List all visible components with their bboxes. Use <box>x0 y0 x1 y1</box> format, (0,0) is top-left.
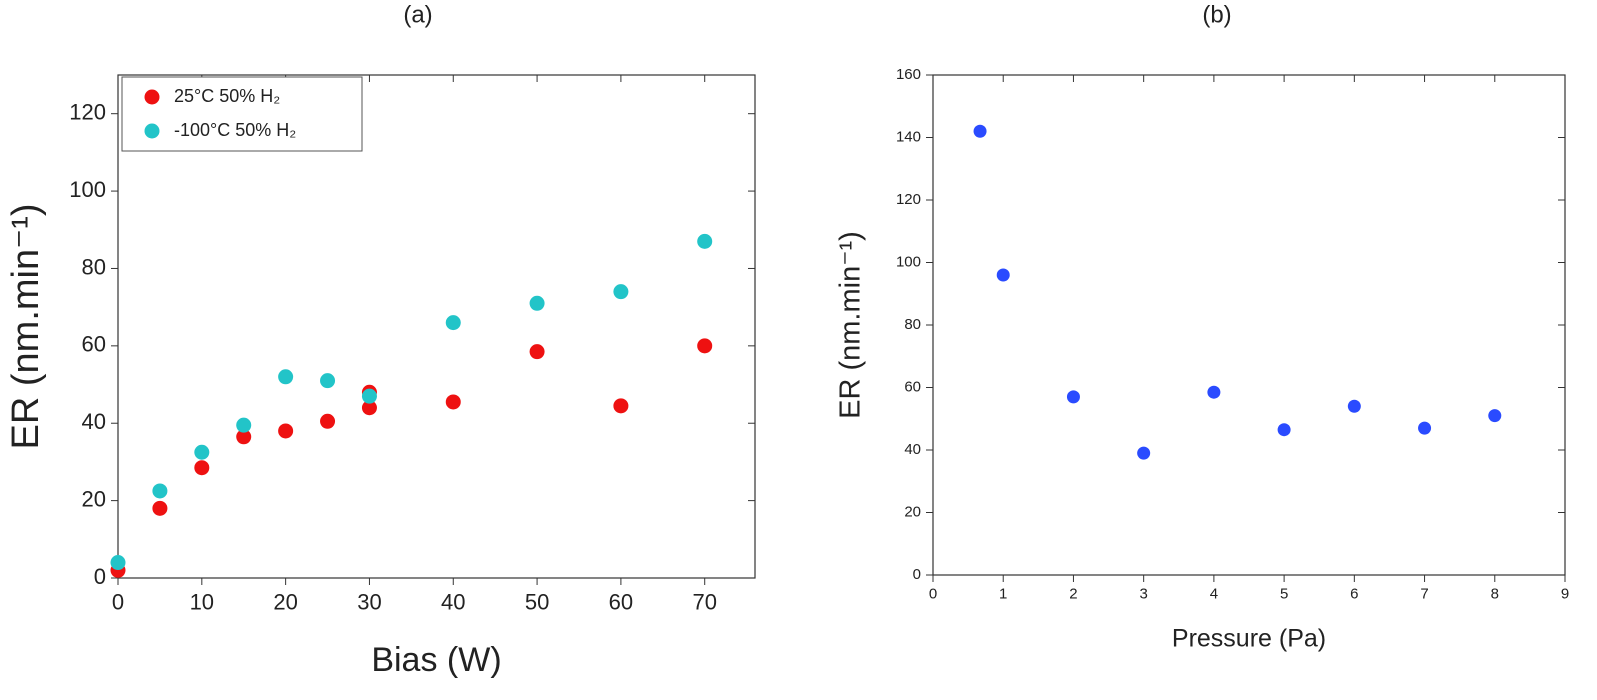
x-tick-label: 10 <box>190 590 214 615</box>
y-tick-label: 20 <box>82 486 106 511</box>
y-tick-label: 120 <box>896 191 921 208</box>
x-tick-label: 1 <box>999 585 1007 602</box>
data-point <box>529 295 545 311</box>
x-tick-label: 8 <box>1491 585 1499 602</box>
data-point <box>1137 446 1151 460</box>
data-point <box>320 413 336 429</box>
legend-box <box>121 76 363 152</box>
data-point <box>1207 385 1221 399</box>
x-tick-label: 50 <box>525 590 549 615</box>
x-tick-label: 2 <box>1069 585 1077 602</box>
x-tick-label: 20 <box>273 590 297 615</box>
y-tick-label: 40 <box>82 409 106 434</box>
y-tick-label: 40 <box>904 441 921 458</box>
y-tick-label: 20 <box>904 503 921 520</box>
x-tick-label: 0 <box>112 590 124 615</box>
data-point <box>1418 421 1432 435</box>
y-tick-label: 80 <box>82 254 106 279</box>
legend-marker <box>144 89 160 105</box>
x-tick-label: 5 <box>1280 585 1288 602</box>
data-point <box>613 284 629 300</box>
y-axis-label: ER (nm.min⁻¹) <box>5 204 47 450</box>
y-tick-label: 100 <box>69 177 106 202</box>
x-tick-label: 40 <box>441 590 465 615</box>
x-tick-label: 0 <box>929 585 937 602</box>
x-tick-label: 7 <box>1420 585 1428 602</box>
x-tick-label: 4 <box>1210 585 1218 602</box>
plot-frame <box>117 74 756 579</box>
panel-title: (a) <box>403 1 432 28</box>
y-tick-label: 140 <box>896 128 921 145</box>
legend-label: 25°C 50% H₂ <box>174 86 280 106</box>
data-point <box>194 444 210 460</box>
x-tick-label: 30 <box>357 590 381 615</box>
data-point <box>445 394 461 410</box>
data-point <box>613 398 629 414</box>
data-point <box>697 338 713 354</box>
y-tick-label: 60 <box>82 332 106 357</box>
data-point <box>361 388 377 404</box>
x-tick-label: 9 <box>1561 585 1569 602</box>
y-axis-label: ER (nm.min⁻¹) <box>835 231 867 419</box>
y-tick-label: 60 <box>904 378 921 395</box>
y-tick-label: 100 <box>896 253 921 270</box>
x-axis-label: Pressure (Pa) <box>1172 625 1326 653</box>
x-tick-label: 3 <box>1139 585 1147 602</box>
data-point <box>1066 390 1080 404</box>
data-point <box>973 124 987 138</box>
panel-title: (b) <box>1202 1 1231 28</box>
data-point <box>278 423 294 439</box>
y-tick-label: 160 <box>896 66 921 83</box>
data-point <box>320 373 336 389</box>
legend-marker <box>144 123 160 139</box>
data-point <box>152 500 168 516</box>
x-tick-label: 60 <box>609 590 633 615</box>
data-point <box>697 233 713 249</box>
data-point <box>152 483 168 499</box>
data-point <box>1277 423 1291 437</box>
data-point <box>236 417 252 433</box>
data-point <box>996 268 1010 282</box>
legend-label: -100°C 50% H₂ <box>174 120 296 140</box>
data-point <box>278 369 294 385</box>
data-point <box>236 429 252 445</box>
data-point <box>110 555 126 571</box>
data-point <box>445 315 461 331</box>
y-tick-label: 80 <box>904 316 921 333</box>
y-tick-label: 0 <box>94 564 106 589</box>
plot-frame <box>932 74 1566 576</box>
data-point <box>361 400 377 416</box>
x-axis-label: Bias (W) <box>371 641 501 679</box>
data-point <box>194 460 210 476</box>
x-tick-label: 6 <box>1350 585 1358 602</box>
data-point <box>529 344 545 360</box>
data-point <box>1347 399 1361 413</box>
y-tick-label: 120 <box>69 100 106 125</box>
data-point <box>1488 409 1502 423</box>
x-tick-label: 70 <box>692 590 716 615</box>
y-tick-label: 0 <box>913 566 921 583</box>
